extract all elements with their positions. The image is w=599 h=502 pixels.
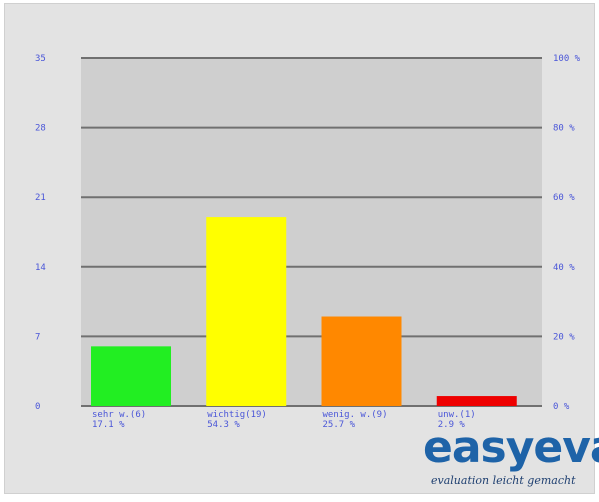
y-right-tick-label: 20 % [553, 332, 575, 342]
bar-1 [91, 346, 171, 406]
logo-wordmark: easyeva [423, 422, 599, 473]
y-left-tick-label: 28 [35, 124, 46, 134]
percent-label: 2.9 % [438, 420, 466, 430]
chart-frame: 0 7 14 21 28 35 0 % 20 % 40 % 60 % 80 % 100 % sehr… [4, 3, 599, 494]
category-label: sehr w.(6) [92, 410, 146, 420]
y-left-tick-label: 21 [35, 193, 46, 203]
y-left-tick-label: 35 [35, 54, 46, 64]
bar-chart: 0 7 14 21 28 35 0 % 20 % 40 % 60 % 80 % 100 % sehr… [35, 54, 581, 430]
percent-label: 17.1 % [92, 420, 125, 430]
category-label: wichtig(19) [207, 410, 267, 420]
bar-3 [321, 316, 402, 406]
category-label: unw.(1) [438, 410, 476, 420]
easyeva-logo: easyeva evaluation leicht gemacht [417, 422, 599, 502]
y-right-tick-label: 60 % [553, 193, 575, 203]
y-left-tick-label: 14 [35, 263, 46, 273]
y-left-tick-label: 0 [35, 402, 40, 412]
y-right-tick-label: 0 % [553, 402, 570, 412]
percent-label: 54.3 % [207, 420, 240, 430]
category-label: wenig. w.(9) [323, 410, 388, 420]
logo-tagline: evaluation leicht gemacht [431, 474, 576, 487]
y-right-tick-label: 100 % [553, 54, 581, 64]
bar-4 [436, 396, 517, 406]
y-right-tick-label: 40 % [553, 263, 575, 273]
bar-2 [206, 217, 287, 406]
y-right-tick-label: 80 % [553, 124, 575, 134]
percent-label: 25.7 % [323, 420, 356, 430]
y-left-tick-label: 7 [35, 332, 40, 342]
